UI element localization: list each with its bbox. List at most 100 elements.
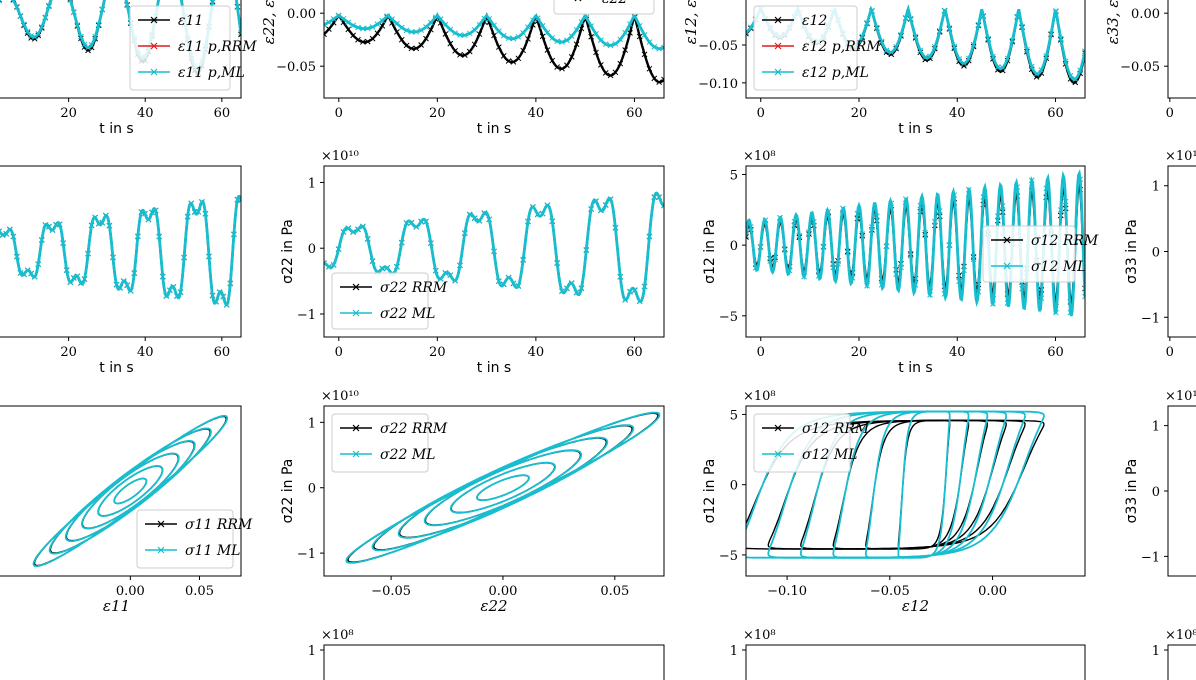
marker	[496, 28, 502, 35]
marker	[394, 20, 400, 27]
marker	[213, 298, 219, 305]
marker	[374, 21, 381, 28]
series-ml-line	[324, 13, 664, 51]
marker	[1082, 48, 1085, 54]
marker	[74, 273, 81, 280]
marker	[970, 256, 977, 263]
marker	[1009, 37, 1016, 44]
marker	[350, 32, 356, 39]
marker	[627, 29, 633, 36]
marker	[63, 267, 70, 274]
marker	[403, 220, 410, 226]
marker	[471, 215, 478, 222]
axes-frame	[323, 644, 665, 680]
y-tick-label: 5	[730, 168, 738, 183]
x-axis-label: t in s	[477, 360, 511, 376]
marker	[471, 26, 478, 33]
loop	[113, 477, 148, 505]
marker	[994, 213, 1001, 219]
marker	[142, 210, 148, 217]
marker	[403, 42, 410, 49]
marker	[607, 196, 614, 203]
scale-multiplier: ×10⁸	[743, 389, 776, 404]
marker	[457, 51, 463, 58]
legend-entry: σ22 ML	[380, 447, 435, 463]
marker	[70, 275, 77, 281]
loop	[345, 411, 661, 564]
marker	[961, 267, 967, 274]
y-tick-label: 1	[1152, 420, 1160, 435]
marker	[1082, 293, 1085, 300]
legend-swatch-marker	[150, 68, 158, 76]
panel-r3c2: 1 ×10⁸	[730, 628, 1086, 680]
marker	[35, 30, 42, 37]
marker	[124, 282, 131, 289]
marker	[345, 225, 352, 232]
marker	[999, 64, 1006, 71]
y-tick-label: 1	[1152, 644, 1160, 659]
marker	[355, 36, 361, 43]
marker	[159, 273, 166, 280]
x-axis-label: ε22	[480, 597, 507, 615]
marker	[67, 0, 74, 3]
marker	[85, 250, 91, 257]
scale-multiplier: ×10⁸	[743, 149, 776, 164]
marker	[10, 233, 17, 240]
marker	[530, 17, 536, 23]
marker	[510, 35, 517, 42]
marker	[525, 24, 531, 30]
y-tick-label: −5	[719, 310, 738, 325]
marker	[583, 247, 590, 253]
legend: ε11 ε11 p,RRM ε11 p,ML	[129, 5, 257, 91]
marker	[442, 21, 449, 28]
marker	[1038, 295, 1045, 302]
marker	[956, 56, 962, 62]
marker	[145, 216, 152, 223]
marker	[588, 206, 594, 212]
marker	[627, 288, 633, 295]
marker	[922, 54, 929, 61]
marker	[1019, 285, 1025, 292]
marker	[74, 22, 81, 28]
x-tick-label: 0	[1166, 106, 1174, 121]
marker	[902, 196, 909, 202]
legend-entry: ε11	[178, 13, 203, 29]
series-ml-markers	[746, 176, 1085, 316]
marker	[188, 200, 195, 207]
marker	[1043, 53, 1050, 59]
marker	[35, 261, 42, 268]
marker	[398, 24, 405, 31]
legend-swatch-marker	[774, 16, 782, 24]
marker	[355, 226, 361, 233]
legend-box	[553, 0, 655, 15]
marker	[636, 298, 643, 305]
marker	[515, 283, 522, 289]
plot-area	[746, 410, 1045, 559]
marker	[893, 271, 899, 278]
marker	[980, 13, 987, 19]
marker	[636, 33, 643, 40]
marker	[500, 53, 507, 59]
marker	[651, 75, 658, 82]
axes-frame	[323, 165, 665, 338]
loop	[449, 461, 556, 514]
marker	[1057, 35, 1064, 42]
marker	[859, 231, 866, 237]
marker	[408, 219, 415, 226]
marker	[927, 292, 933, 298]
axes-frame	[0, 0, 242, 99]
marker	[70, 9, 77, 16]
marker	[632, 13, 638, 20]
marker	[379, 17, 386, 24]
x-tick-label: −0.10	[767, 584, 807, 599]
marker	[364, 25, 371, 32]
marker	[520, 256, 526, 263]
marker	[466, 30, 473, 37]
marker	[932, 44, 938, 50]
loop	[476, 474, 530, 502]
marker	[360, 25, 366, 32]
x-axis-label: ε11	[103, 597, 130, 615]
marker	[418, 27, 424, 33]
marker	[922, 229, 929, 236]
